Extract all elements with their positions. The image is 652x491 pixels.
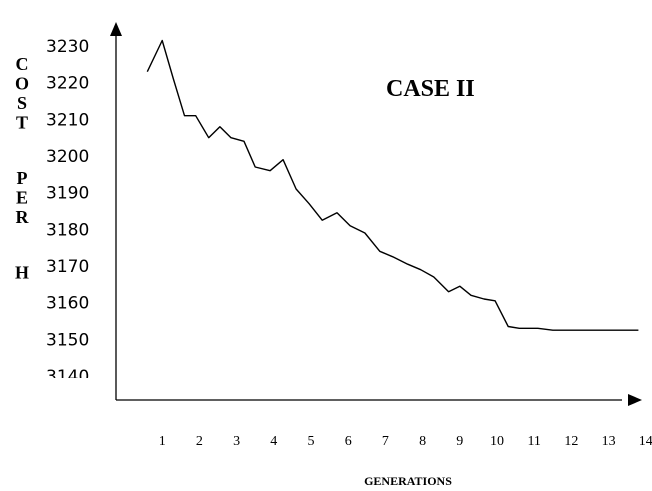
- y-axis-label-letter: P: [17, 168, 28, 188]
- x-axis-arrow-icon: [628, 394, 642, 406]
- x-tick-label: 2: [196, 434, 203, 449]
- chart-axes: [110, 22, 642, 406]
- chart-title: CASE II: [386, 76, 475, 102]
- y-axis-label-letter: R: [16, 207, 30, 227]
- y-tick-label: 3220: [46, 74, 89, 94]
- x-tick-label: 4: [270, 434, 277, 449]
- y-axis-label-letter: S: [17, 93, 27, 113]
- x-tick-label: 6: [345, 434, 352, 449]
- y-axis-label-letter: H: [15, 263, 29, 283]
- y-tick-label: 3150: [46, 330, 89, 350]
- x-tick-label: 5: [308, 434, 315, 449]
- x-tick-label: 11: [527, 434, 540, 449]
- x-tick-label: 13: [602, 434, 616, 449]
- x-tick-label: 14: [639, 434, 652, 449]
- y-axis-label-letter: E: [16, 188, 28, 208]
- y-tick-label: 3200: [46, 147, 89, 167]
- series-lines: [146, 39, 639, 331]
- tick-clip-mask: [40, 378, 114, 392]
- x-tick-label: 12: [564, 434, 578, 449]
- y-axis-label-letter: C: [16, 54, 29, 74]
- y-tick-label: 3160: [46, 294, 89, 314]
- y-axis-label-letter: T: [16, 113, 28, 133]
- series-line: [146, 39, 639, 331]
- x-tick-label: 8: [419, 434, 426, 449]
- y-axis-arrow-icon: [110, 22, 122, 36]
- x-tick-labels: 1 2 3 4 5 6 7 8 9 10 11 12 13 14: [159, 434, 652, 449]
- x-axis-label: GENERATIONS: [364, 474, 452, 488]
- y-tick-label: 3170: [46, 257, 89, 277]
- y-tick-label: 3210: [46, 110, 89, 130]
- y-tick-label: 3180: [46, 220, 89, 240]
- x-tick-label: 1: [159, 434, 166, 449]
- y-axis-label-letter: O: [15, 74, 29, 94]
- x-tick-label: 3: [233, 434, 240, 449]
- x-tick-label: 10: [490, 434, 504, 449]
- x-tick-label: 7: [382, 434, 389, 449]
- x-tick-label: 9: [456, 434, 463, 449]
- y-tick-label: 3230: [46, 37, 89, 57]
- y-tick-label: 3190: [46, 184, 89, 204]
